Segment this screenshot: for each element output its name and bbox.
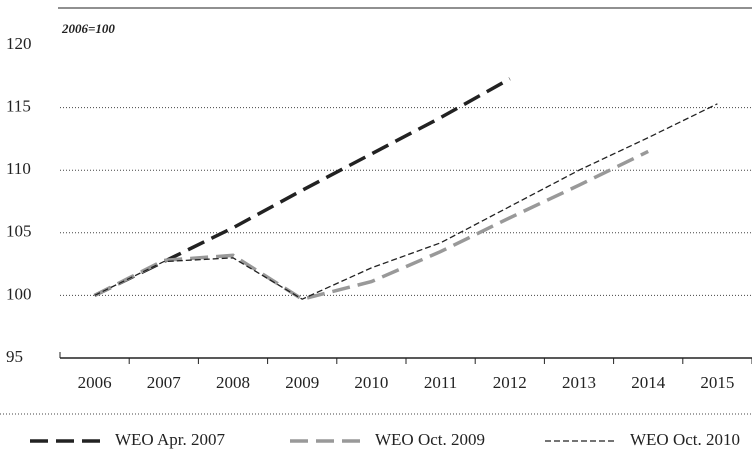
- x-tick-label: 2006: [78, 373, 112, 392]
- y-tick-label: 110: [6, 159, 31, 178]
- legend-label: WEO Oct. 2009: [375, 430, 485, 449]
- series-line: [94, 103, 718, 300]
- y-tick-label: 95: [6, 347, 23, 366]
- x-tick-label: 2015: [700, 373, 734, 392]
- series-line: [93, 149, 649, 302]
- legend-label: WEO Oct. 2010: [630, 430, 740, 449]
- series-line: [93, 77, 511, 297]
- x-tick-label: 2011: [424, 373, 457, 392]
- y-tick-label: 115: [6, 97, 31, 116]
- annotation: 2006=100: [61, 21, 115, 36]
- x-tick-label: 2010: [354, 373, 388, 392]
- x-tick-label: 2009: [285, 373, 319, 392]
- x-tick-label: 2012: [493, 373, 527, 392]
- legend-label: WEO Apr. 2007: [115, 430, 226, 449]
- y-tick-label: 105: [6, 222, 32, 241]
- x-tick-label: 2008: [216, 373, 250, 392]
- y-tick-label: 120: [6, 34, 32, 53]
- x-tick-label: 2013: [562, 373, 596, 392]
- y-tick-label: 100: [6, 284, 32, 303]
- x-tick-label: 2014: [631, 373, 666, 392]
- x-tick-label: 2007: [147, 373, 182, 392]
